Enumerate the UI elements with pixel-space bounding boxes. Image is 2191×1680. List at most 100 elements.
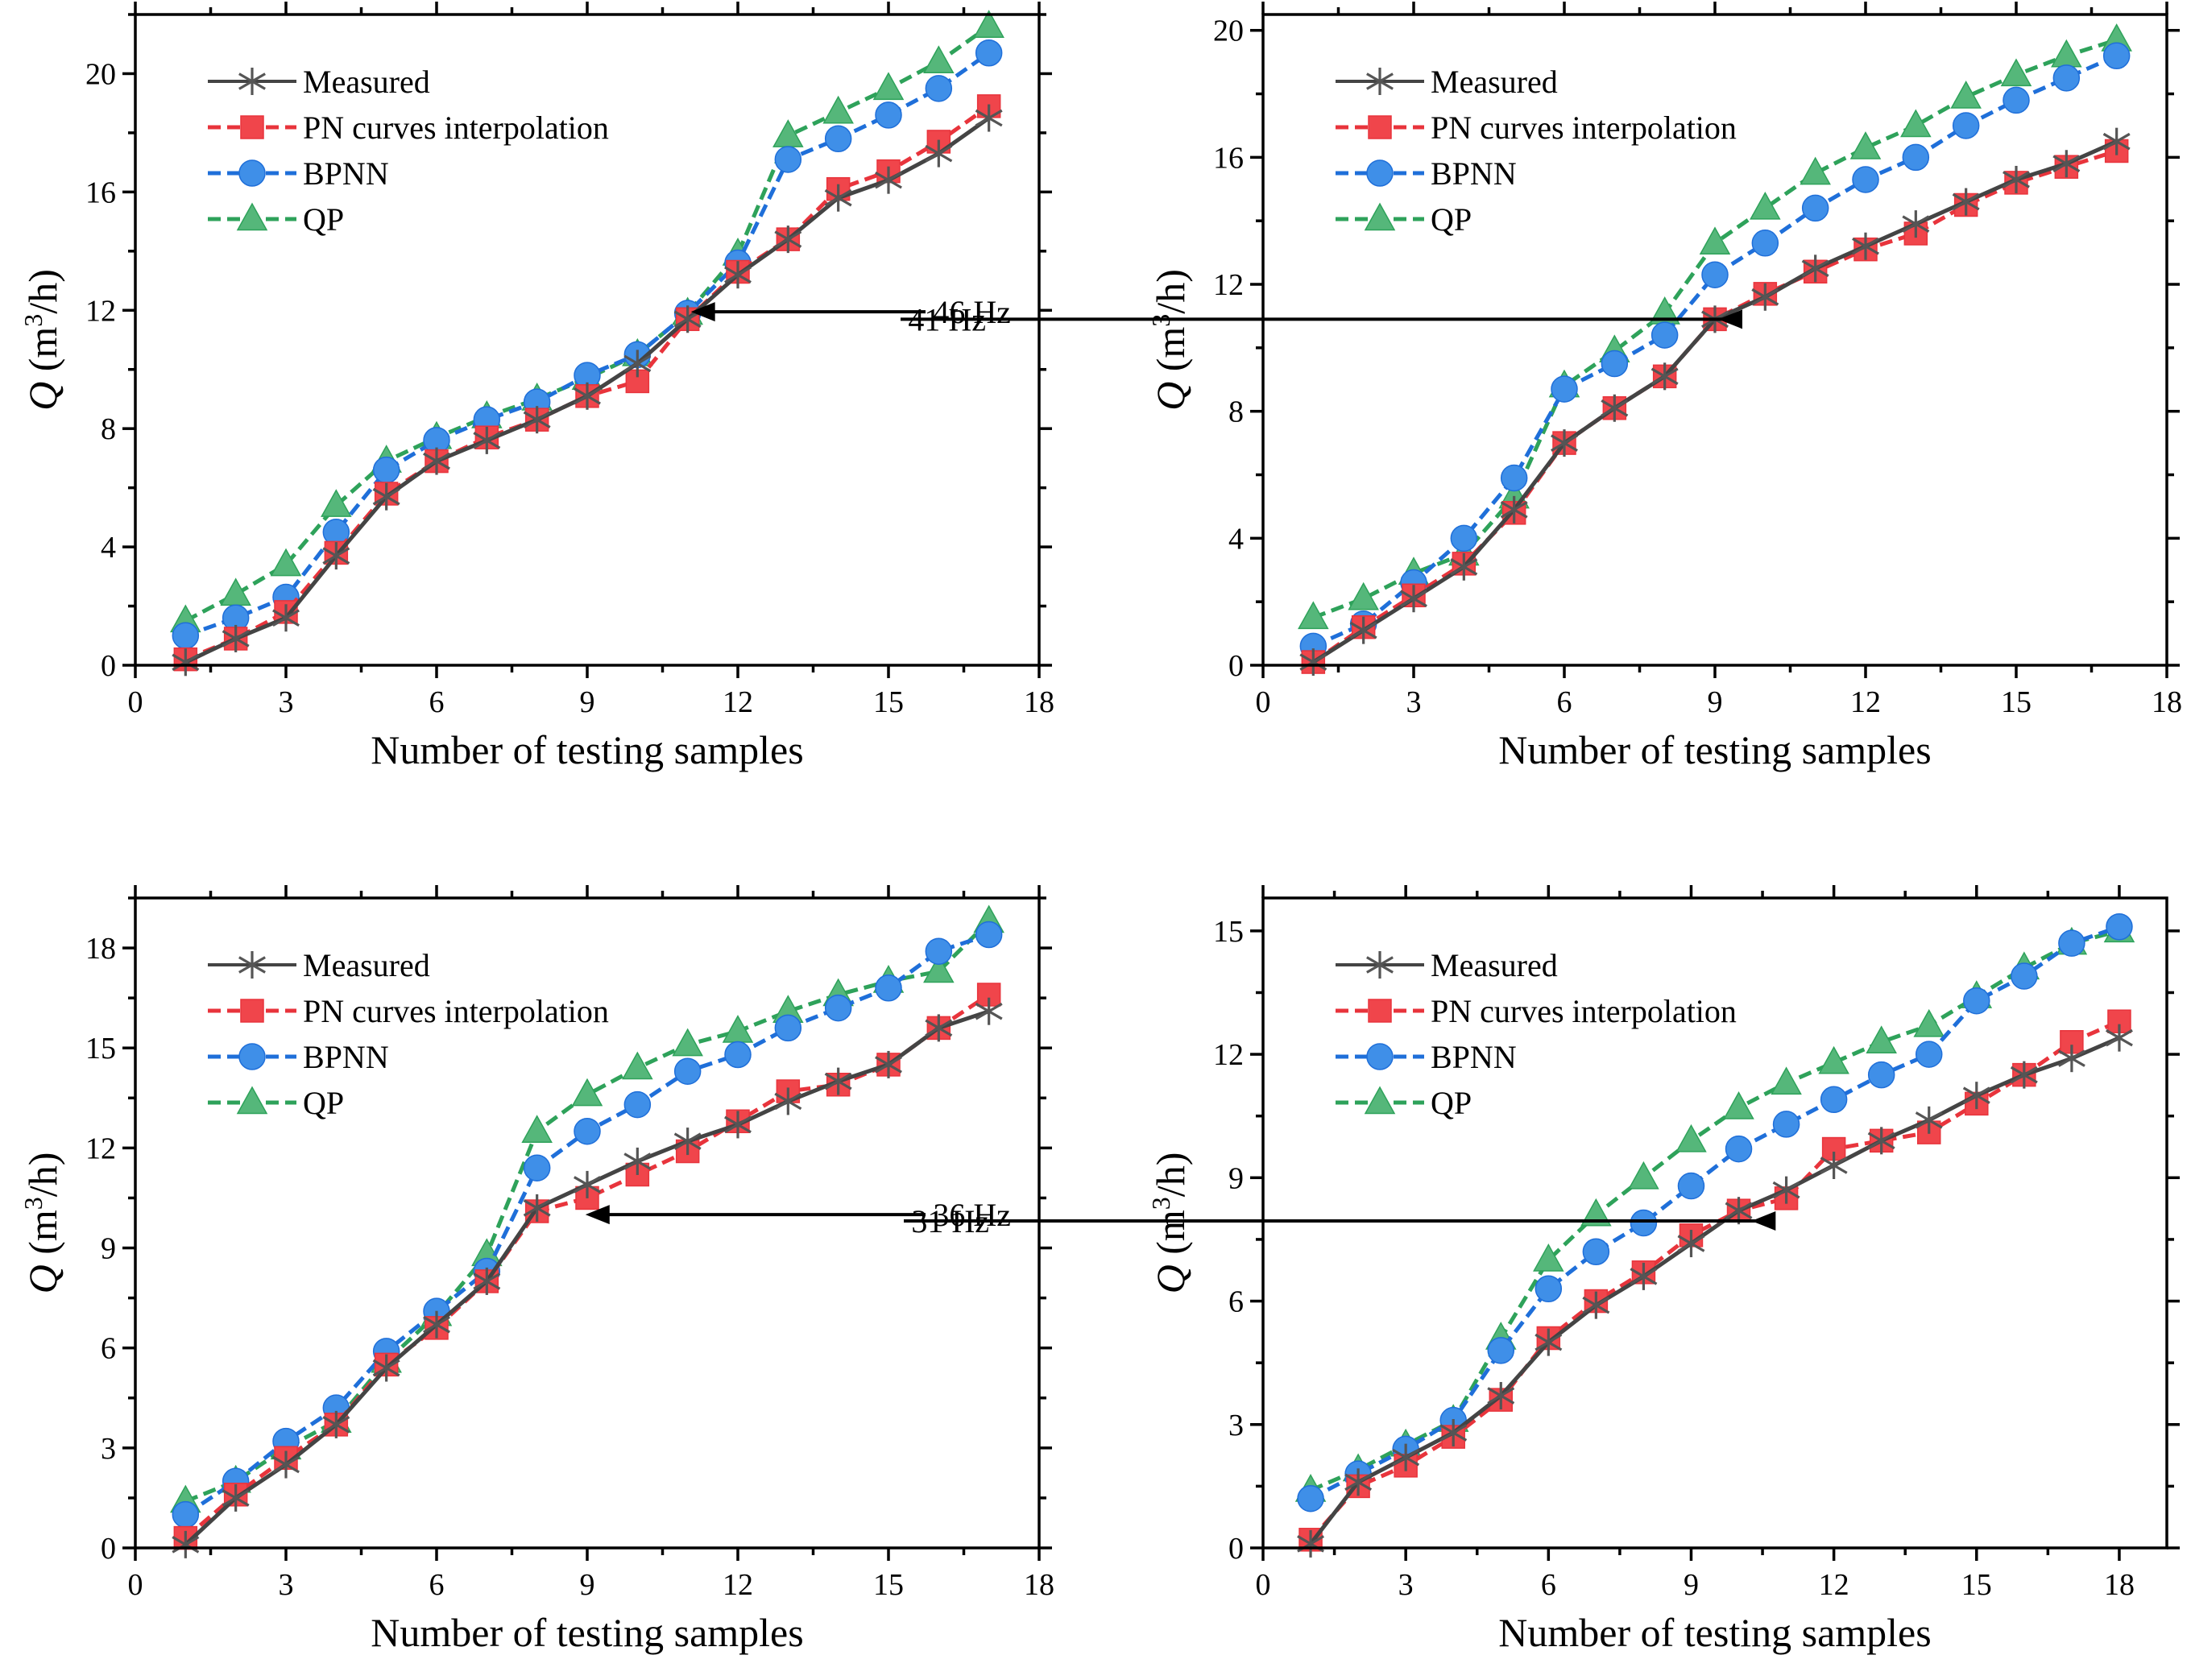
point-bpnn xyxy=(172,1500,200,1529)
legend-label-measured: Measured xyxy=(1431,64,1558,100)
point-measured xyxy=(423,1310,450,1339)
x-tick-label: 0 xyxy=(1256,1568,1271,1602)
point-bpnn xyxy=(1601,350,1629,378)
point-qp xyxy=(1818,1045,1849,1074)
legend-marker-measured xyxy=(238,951,266,979)
point-qp xyxy=(270,548,302,577)
point-measured xyxy=(824,184,852,212)
annotation: 41 Hz xyxy=(901,301,1742,337)
legend-label-pn: PN curves interpolation xyxy=(1431,993,1737,1029)
x-axis-label: Number of testing samples xyxy=(1498,1610,1931,1655)
x-axis-label: Number of testing samples xyxy=(371,1610,803,1655)
point-measured xyxy=(574,1170,601,1198)
point-bpnn xyxy=(875,974,902,1002)
annotation-label: 36 Hz xyxy=(933,1197,1011,1233)
point-bpnn xyxy=(2003,86,2030,114)
point-bpnn xyxy=(1487,1337,1515,1364)
point-qp xyxy=(1533,1243,1564,1272)
point-qp xyxy=(772,119,804,147)
point-bpnn xyxy=(1551,375,1578,403)
y-tick-label: 8 xyxy=(1228,395,1244,429)
x-axis-label: Number of testing samples xyxy=(1498,727,1931,772)
point-bpnn xyxy=(925,937,953,965)
point-measured xyxy=(1439,1418,1468,1446)
legend: Measured PN curves interpolation BPNN QP xyxy=(208,947,609,1121)
point-measured xyxy=(724,1111,752,1139)
legend-marker-pn xyxy=(1368,115,1392,139)
legend-label-measured: Measured xyxy=(303,64,430,100)
x-tick-label: 6 xyxy=(429,685,445,719)
point-measured xyxy=(2057,1045,2085,1073)
y-tick-label: 6 xyxy=(1228,1285,1244,1319)
point-measured xyxy=(1400,585,1427,613)
x-tick-label: 6 xyxy=(1557,685,1572,719)
point-measured xyxy=(1344,1468,1373,1496)
y-tick-label: 3 xyxy=(1228,1409,1244,1442)
y-tick-label: 12 xyxy=(1213,268,1244,302)
legend: Measured PN curves interpolation BPNN QP xyxy=(1336,64,1737,238)
legend-marker-qp xyxy=(236,1086,268,1115)
y-tick-label: 12 xyxy=(1213,1038,1244,1072)
legend-label-qp: QP xyxy=(1431,1085,1472,1121)
legend: Measured PN curves interpolation BPNN QP xyxy=(1336,947,1737,1121)
legend-label-pn: PN curves interpolation xyxy=(303,993,609,1029)
point-bpnn xyxy=(1963,987,1990,1015)
point-bpnn xyxy=(774,1014,802,1042)
point-bpnn xyxy=(975,921,1003,949)
legend-marker-bpnn xyxy=(1366,159,1394,187)
point-bpnn xyxy=(623,1090,652,1119)
legend-label-measured: Measured xyxy=(303,947,430,983)
point-qp xyxy=(1580,1198,1612,1227)
plot-frame xyxy=(1261,13,2168,667)
point-qp xyxy=(872,72,905,101)
series-pn xyxy=(1298,1009,2131,1552)
point-qp xyxy=(672,1028,703,1057)
series-qp xyxy=(170,10,1004,633)
point-bpnn xyxy=(1952,112,1980,139)
point-measured xyxy=(322,1410,350,1438)
point-bpnn xyxy=(1677,1172,1705,1200)
point-bpnn xyxy=(975,39,1003,67)
point-bpnn xyxy=(1852,166,1879,193)
point-measured xyxy=(673,305,702,333)
chart-panel-31hz: 0 3 6 9 12 15 18 0 3 6 9 12 15 Number of testing samp… xyxy=(904,885,2180,1655)
point-qp xyxy=(1866,1025,1897,1054)
series-measured xyxy=(1297,1024,2133,1558)
point-measured xyxy=(172,648,200,677)
point-measured xyxy=(774,1087,802,1115)
x-tick-label: 9 xyxy=(1708,685,1723,719)
point-qp xyxy=(973,10,1004,38)
legend-marker-qp xyxy=(1364,202,1396,231)
point-bpnn xyxy=(1701,261,1729,288)
x-tick-label: 6 xyxy=(429,1568,445,1602)
series-line-bpnn xyxy=(1312,53,2118,648)
x-tick-label: 0 xyxy=(128,1568,143,1602)
point-qp xyxy=(1849,131,1882,159)
point-measured xyxy=(1852,232,1879,260)
point-bpnn xyxy=(1650,321,1679,349)
x-tick-label: 18 xyxy=(2104,1568,2135,1602)
annotation: 31 Hz xyxy=(904,1203,1776,1239)
point-bpnn xyxy=(1915,1041,1943,1068)
axis-ticks xyxy=(1250,2,2180,678)
annotation-arrow-head xyxy=(1751,1210,1776,1231)
y-tick-label: 0 xyxy=(101,649,116,683)
legend-label-qp: QP xyxy=(303,201,344,238)
y-tick-label: 9 xyxy=(1228,1161,1244,1195)
series-line-qp xyxy=(184,24,991,623)
legend-marker-measured xyxy=(238,68,266,95)
point-measured xyxy=(2102,127,2131,155)
y-axis-label: Q (m3/h) xyxy=(1146,1152,1193,1294)
point-qp xyxy=(2000,58,2032,87)
point-bpnn xyxy=(1801,194,1829,222)
point-bpnn xyxy=(724,1041,752,1069)
legend-label-pn: PN curves interpolation xyxy=(1431,110,1737,146)
point-measured xyxy=(1952,188,1980,216)
point-measured xyxy=(1450,552,1478,581)
point-qp xyxy=(521,1115,553,1143)
point-measured xyxy=(423,447,450,475)
y-axis-label: Q (m3/h) xyxy=(19,269,65,411)
x-tick-label: 18 xyxy=(1024,685,1054,719)
legend-marker-bpnn xyxy=(1366,1043,1394,1070)
